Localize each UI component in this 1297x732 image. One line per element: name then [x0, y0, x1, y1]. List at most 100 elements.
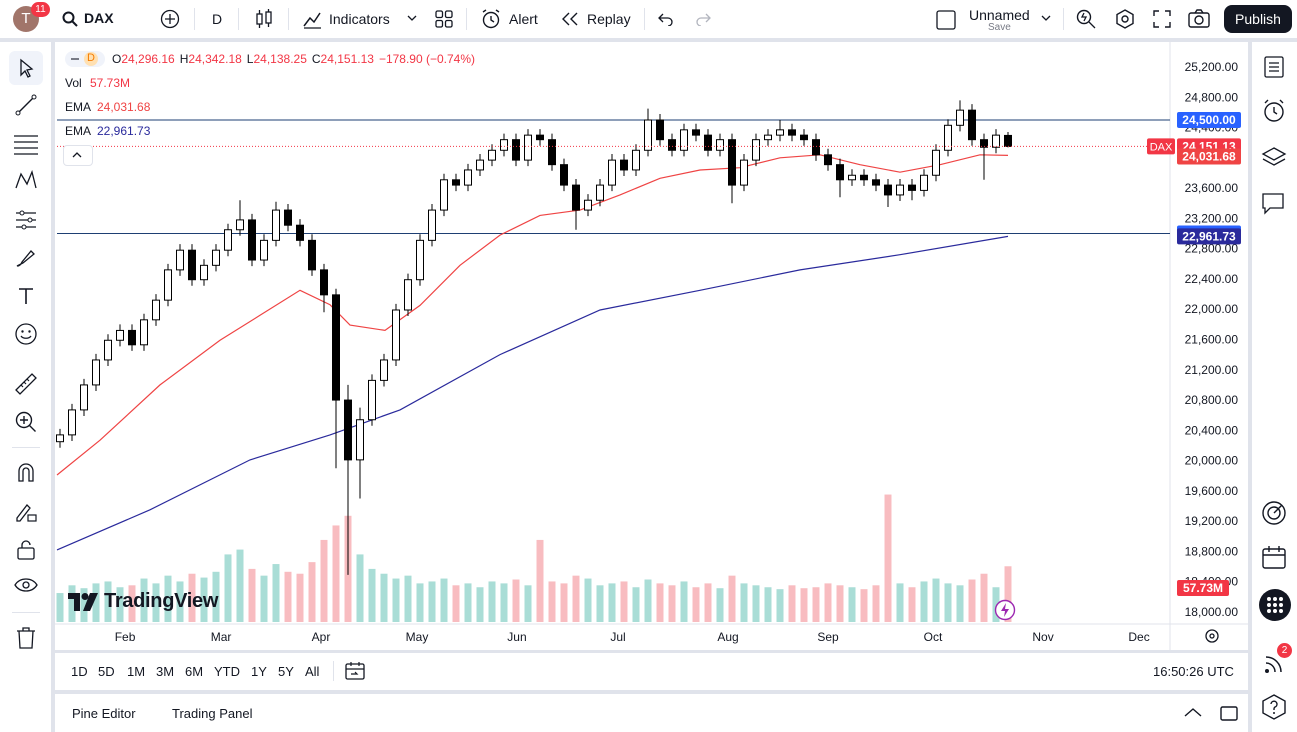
- apps-icon[interactable]: [1265, 595, 1285, 615]
- range-button[interactable]: 6M: [185, 664, 204, 679]
- legend-interval: D: [87, 52, 95, 64]
- candle-body: [440, 179, 448, 211]
- volume-bar: [788, 585, 796, 622]
- undo[interactable]: [658, 12, 674, 26]
- data-window[interactable]: [1261, 146, 1287, 168]
- range-button[interactable]: YTD: [214, 664, 240, 679]
- trendline-tool[interactable]: [15, 94, 37, 116]
- settings[interactable]: [1114, 8, 1136, 30]
- fib-tool[interactable]: [13, 133, 39, 155]
- news[interactable]: [1263, 652, 1285, 674]
- candle-body: [272, 209, 280, 241]
- quick-search[interactable]: [1075, 8, 1097, 30]
- volume-bar: [284, 571, 292, 622]
- replay[interactable]: Replay: [587, 11, 631, 27]
- pattern-tool[interactable]: [14, 170, 38, 192]
- range-button[interactable]: 5D: [98, 664, 115, 679]
- chevron[interactable]: [407, 15, 417, 23]
- collapse-icon[interactable]: [72, 151, 82, 158]
- lock-drawings[interactable]: [14, 500, 38, 524]
- delete-tool[interactable]: [16, 627, 36, 649]
- x-tick-label: Nov: [1032, 630, 1053, 644]
- help[interactable]: [1261, 694, 1287, 720]
- candle-body: [164, 269, 172, 301]
- tab[interactable]: Trading Panel: [172, 706, 253, 721]
- range-button[interactable]: 1M: [127, 664, 146, 679]
- expand-panel[interactable]: [1184, 707, 1202, 717]
- lightning-icon[interactable]: [993, 599, 1017, 621]
- brush-tool[interactable]: [14, 248, 38, 270]
- forecast-tool[interactable]: [14, 209, 38, 231]
- status-dash: [71, 58, 79, 60]
- volume-tag: 57.73M: [1183, 581, 1223, 595]
- alerts-panel[interactable]: [1261, 98, 1287, 124]
- volume-bar: [296, 573, 304, 622]
- chats[interactable]: [1261, 192, 1287, 216]
- layout-icon[interactable]: [936, 10, 956, 30]
- candle-body: [356, 419, 364, 461]
- replay-icon[interactable]: [561, 12, 579, 26]
- ruler-tool[interactable]: [13, 371, 39, 397]
- ohlc-key: C: [311, 52, 321, 66]
- y-tick-label: 19,200.00: [1185, 514, 1239, 528]
- interval[interactable]: D: [212, 11, 223, 27]
- alert[interactable]: Alert: [509, 11, 538, 27]
- candle-body: [656, 119, 664, 141]
- emoji-tool[interactable]: [14, 322, 38, 346]
- candle-body: [848, 174, 856, 181]
- layouts-icon[interactable]: [435, 10, 453, 28]
- y-tick-label: 22,800.00: [1185, 242, 1239, 256]
- ohlc-value: 24,138.25: [253, 52, 307, 66]
- symbol[interactable]: DAX: [84, 10, 114, 26]
- alert-icon[interactable]: [480, 8, 502, 30]
- candle-body: [80, 384, 88, 411]
- range-button[interactable]: 1D: [71, 664, 88, 679]
- volume-bar: [872, 585, 880, 622]
- axis-settings[interactable]: [1204, 628, 1220, 644]
- bottom-panel: [55, 694, 1248, 732]
- range-button[interactable]: All: [305, 664, 320, 679]
- volume-bar: [368, 568, 376, 622]
- zoom-tool[interactable]: [14, 410, 38, 434]
- lock-tool[interactable]: [16, 539, 36, 561]
- watchlist[interactable]: [1264, 56, 1284, 78]
- y-tick-label: 20,400.00: [1185, 423, 1239, 437]
- hide-tool[interactable]: [14, 575, 38, 595]
- search-icon[interactable]: [62, 11, 78, 27]
- collapse-legend[interactable]: [63, 145, 93, 166]
- goto-date[interactable]: [345, 661, 365, 681]
- candle-body: [404, 279, 412, 311]
- range-button[interactable]: 3M: [156, 664, 175, 679]
- volume-bar: [536, 539, 544, 622]
- chevron[interactable]: [1041, 15, 1051, 23]
- tab[interactable]: Pine Editor: [72, 706, 136, 721]
- save[interactable]: Save: [988, 22, 1011, 33]
- signals[interactable]: [1261, 500, 1287, 526]
- indicators-icon[interactable]: [302, 9, 322, 29]
- fullscreen[interactable]: [1153, 10, 1171, 28]
- indicators[interactable]: Indicators: [329, 11, 390, 27]
- candle-body: [896, 184, 904, 196]
- calendar[interactable]: [1262, 545, 1286, 569]
- layout-name[interactable]: Unnamed: [969, 7, 1030, 23]
- range-button[interactable]: 5Y: [278, 664, 294, 679]
- snapshot[interactable]: [1188, 9, 1210, 29]
- y-tick-label: 19,600.00: [1185, 484, 1239, 498]
- range-button[interactable]: 1Y: [251, 664, 267, 679]
- cursor-tool[interactable]: [16, 58, 36, 78]
- candle-body: [692, 129, 700, 136]
- ema-tag-bg: [1177, 228, 1241, 245]
- candle-body: [308, 239, 316, 271]
- candle-body: [812, 139, 820, 156]
- redo[interactable]: [695, 12, 711, 26]
- text-tool[interactable]: [16, 286, 36, 306]
- publish-button[interactable]: Publish: [1224, 5, 1292, 33]
- maximize-panel[interactable]: [1220, 704, 1238, 722]
- volume-value: 57.73M: [90, 76, 131, 90]
- chart-type[interactable]: [255, 9, 273, 29]
- magnet-tool[interactable]: [15, 461, 37, 483]
- volume-bar: [800, 588, 808, 622]
- add-symbol[interactable]: [160, 9, 180, 29]
- candle-body: [368, 379, 376, 421]
